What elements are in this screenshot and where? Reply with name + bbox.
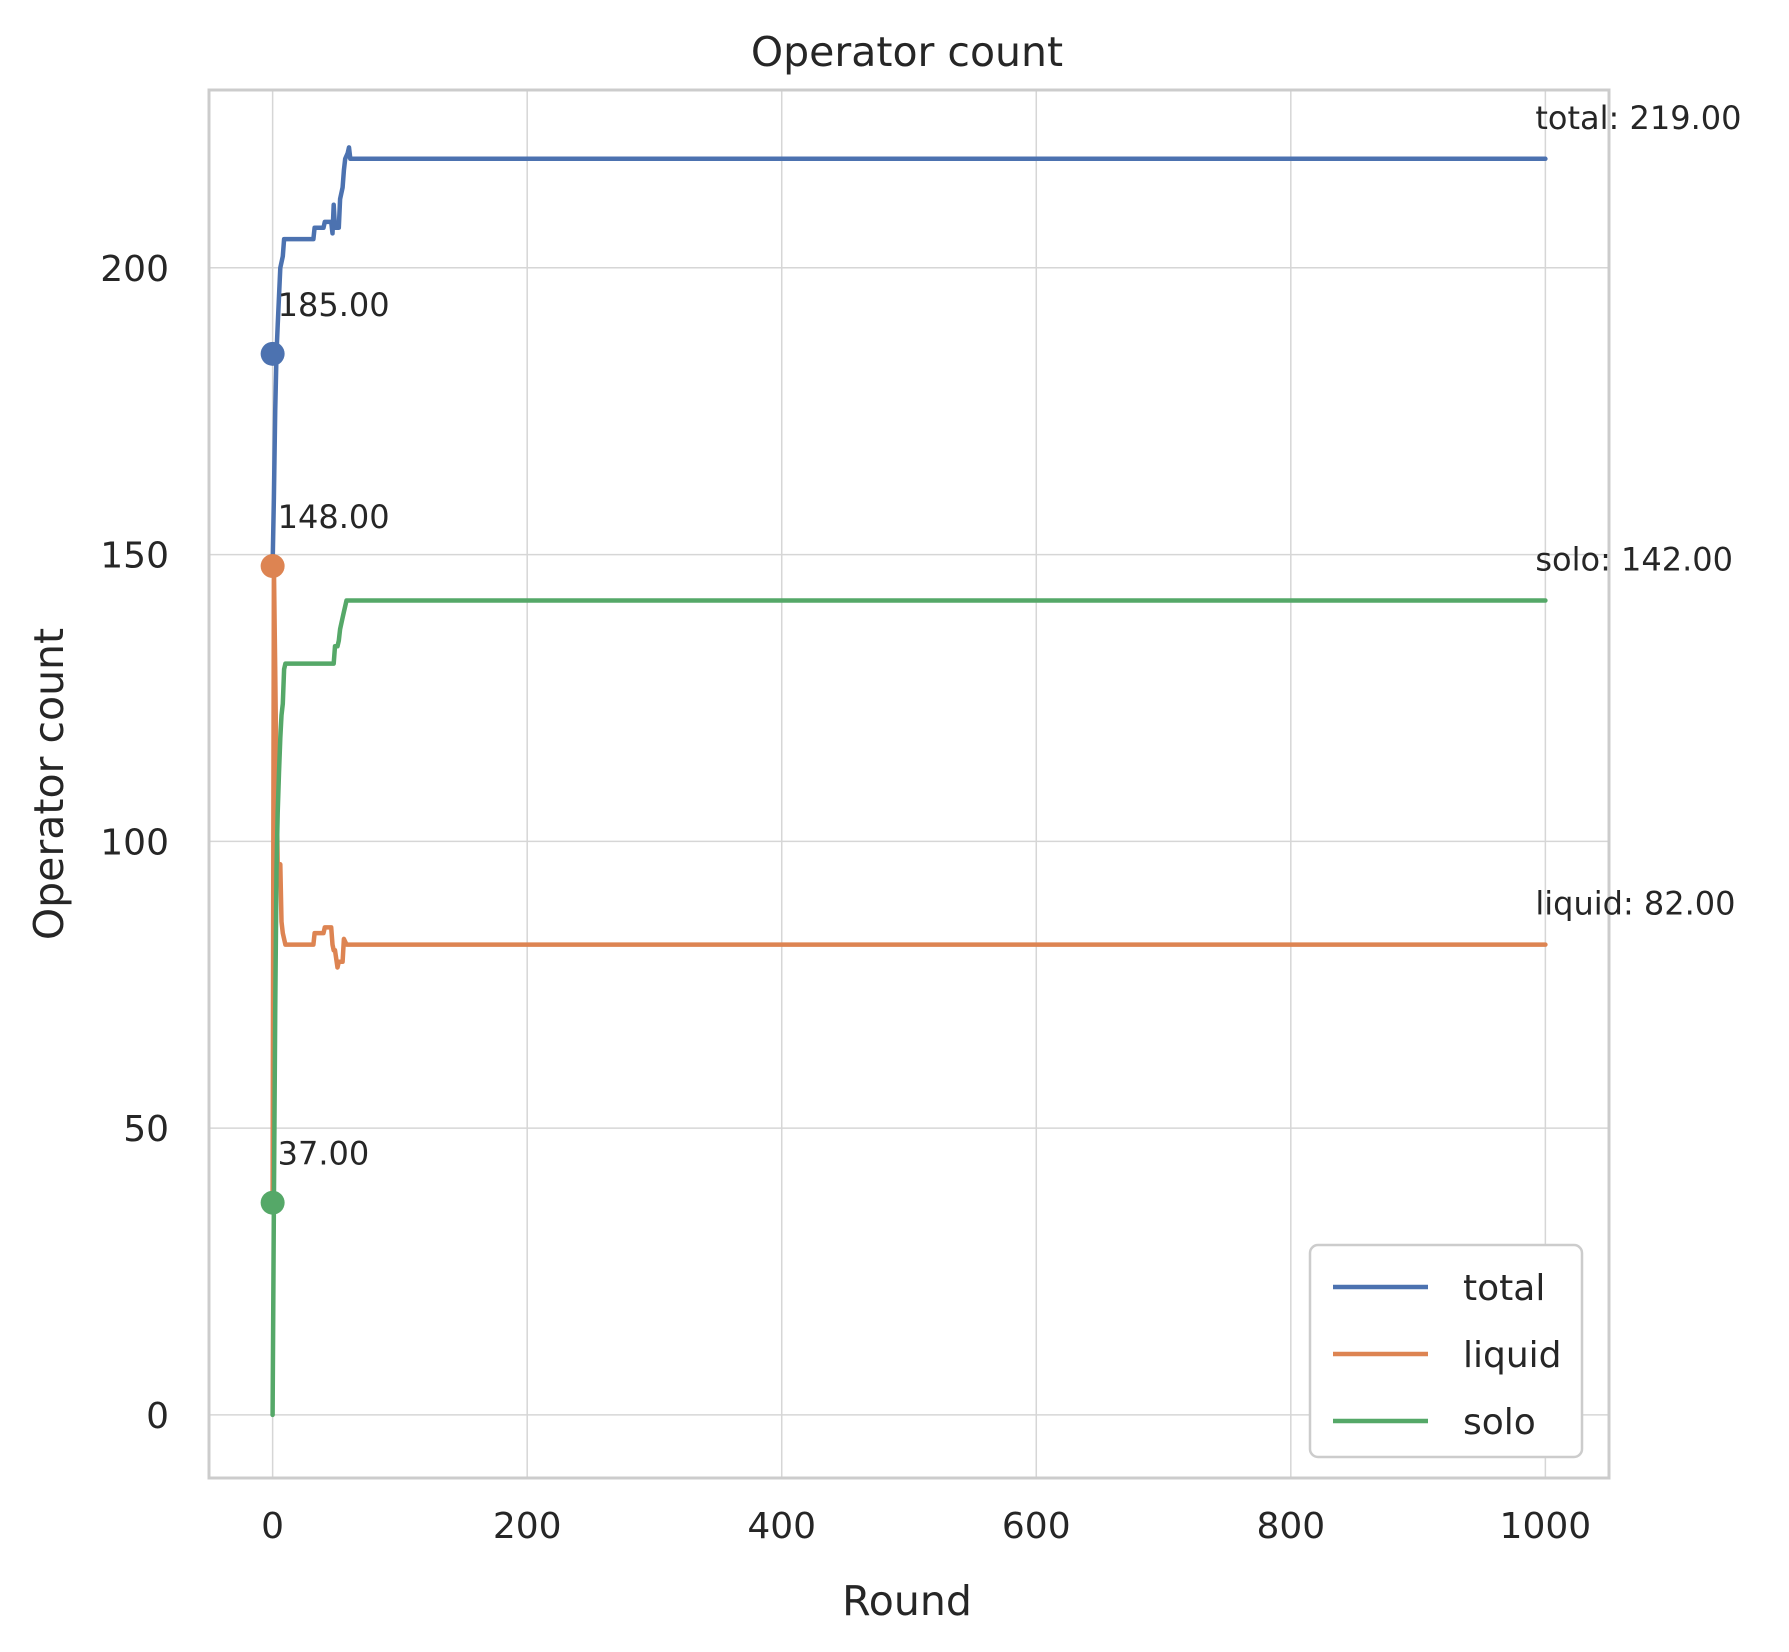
legend-label-liquid: liquid xyxy=(1463,1335,1562,1376)
legend-box xyxy=(1308,1243,1584,1459)
y-axis-label: Operator count xyxy=(25,628,73,940)
marker-layer xyxy=(260,341,285,1215)
data-point-solo xyxy=(260,1190,285,1215)
y-tick-label: 50 xyxy=(123,1109,169,1150)
y-tick-label: 200 xyxy=(100,249,169,290)
series-line-total xyxy=(270,145,1548,569)
point-label-liquid: 148.00 xyxy=(278,498,390,536)
x-axis-label: Round xyxy=(842,1577,972,1625)
series-layer xyxy=(270,145,1548,1418)
legend: total liquid solo xyxy=(1308,1243,1584,1459)
annotation-layer: 185.00 total: 219.00 148.00 liquid: 82.00 37… xyxy=(278,99,1742,1173)
x-tick-label: 0 xyxy=(261,1506,284,1547)
data-point-total xyxy=(260,341,285,366)
point-label-solo: 37.00 xyxy=(278,1135,370,1173)
point-label-total: 185.00 xyxy=(278,286,390,324)
plot-frame xyxy=(207,88,1611,1480)
tick-layer: 0 200 400 600 800 1000 0 50 100 150 200 xyxy=(100,249,1591,1547)
x-tick-label: 200 xyxy=(493,1506,562,1547)
grid-layer xyxy=(209,90,1609,1478)
series-line-solo xyxy=(270,598,1548,1418)
legend-label-solo: solo xyxy=(1463,1402,1536,1443)
series-line-liquid xyxy=(270,563,1548,1205)
y-tick-label: 150 xyxy=(100,536,169,577)
x-tick-label: 1000 xyxy=(1500,1506,1592,1547)
y-tick-label: 0 xyxy=(146,1396,169,1437)
end-label-total: total: 219.00 xyxy=(1535,99,1741,137)
x-tick-label: 600 xyxy=(1002,1506,1071,1547)
end-label-solo: solo: 142.00 xyxy=(1535,540,1733,578)
x-tick-label: 800 xyxy=(1256,1506,1325,1547)
data-point-liquid xyxy=(260,554,285,579)
x-tick-label: 400 xyxy=(747,1506,816,1547)
legend-label-total: total xyxy=(1463,1268,1545,1309)
end-label-liquid: liquid: 82.00 xyxy=(1535,885,1735,923)
chart-title: Operator count xyxy=(751,28,1063,76)
y-tick-label: 100 xyxy=(100,822,169,863)
